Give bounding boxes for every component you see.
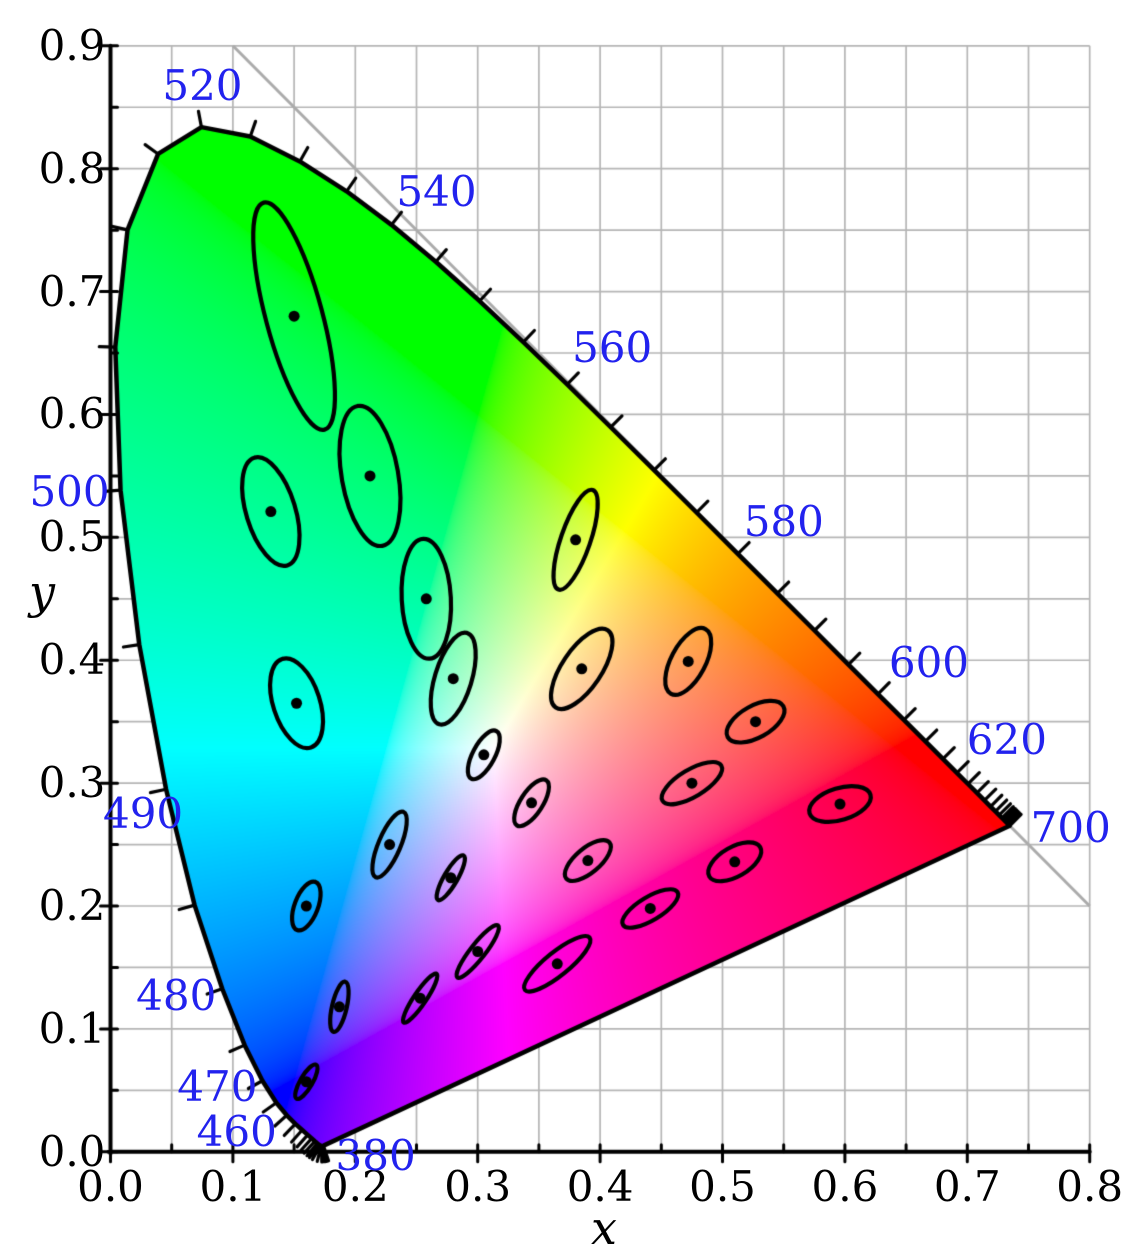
wavelength-label-520: 520	[162, 61, 243, 111]
x-tick-label-0.6: 0.6	[811, 1162, 879, 1211]
y-tick-label-0.2: 0.2	[38, 881, 106, 931]
wavelength-label-460: 460	[196, 1107, 277, 1157]
wavelength-label-490: 490	[102, 789, 184, 839]
x-tick-label-0.0: 0.0	[77, 1162, 144, 1211]
wavelength-label-560: 560	[572, 323, 653, 373]
x-tick-label-0.1: 0.1	[199, 1162, 267, 1211]
wavelength-label-480: 480	[136, 970, 217, 1020]
x-tick-label-0.3: 0.3	[444, 1162, 512, 1211]
wavelength-label-580: 580	[743, 496, 824, 546]
wavelength-label-600: 600	[888, 638, 970, 688]
y-tick-label-0.8: 0.8	[38, 143, 106, 193]
y-tick-label-0.4: 0.4	[38, 635, 106, 685]
x-tick-label-0.7: 0.7	[933, 1162, 1001, 1211]
x-tick-label-0.5: 0.5	[689, 1162, 756, 1211]
x-axis-title: x	[591, 1201, 617, 1255]
wavelength-label-620: 620	[966, 714, 1047, 764]
wavelength-label-470: 470	[177, 1061, 258, 1111]
y-tick-label-0.1: 0.1	[38, 1003, 106, 1053]
y-tick-label-0.0: 0.0	[38, 1126, 106, 1176]
y-tick-label-0.6: 0.6	[38, 389, 106, 439]
x-tick-label-0.4: 0.4	[566, 1162, 634, 1211]
wavelength-label-700: 700	[1030, 802, 1111, 852]
x-tick-label-0.8: 0.8	[1056, 1162, 1124, 1211]
y-axis-title: y	[29, 565, 55, 619]
wavelength-label-540: 540	[396, 166, 477, 216]
y-tick-label-0.9: 0.9	[38, 20, 106, 70]
wavelength-label-380: 380	[335, 1130, 416, 1180]
wavelength-label-500: 500	[29, 467, 110, 517]
y-tick-label-0.7: 0.7	[38, 266, 106, 316]
x-tick-label-0.2: 0.2	[321, 1162, 389, 1211]
y-tick-label-0.5: 0.5	[38, 512, 106, 562]
y-tick-label-0.3: 0.3	[38, 758, 106, 808]
